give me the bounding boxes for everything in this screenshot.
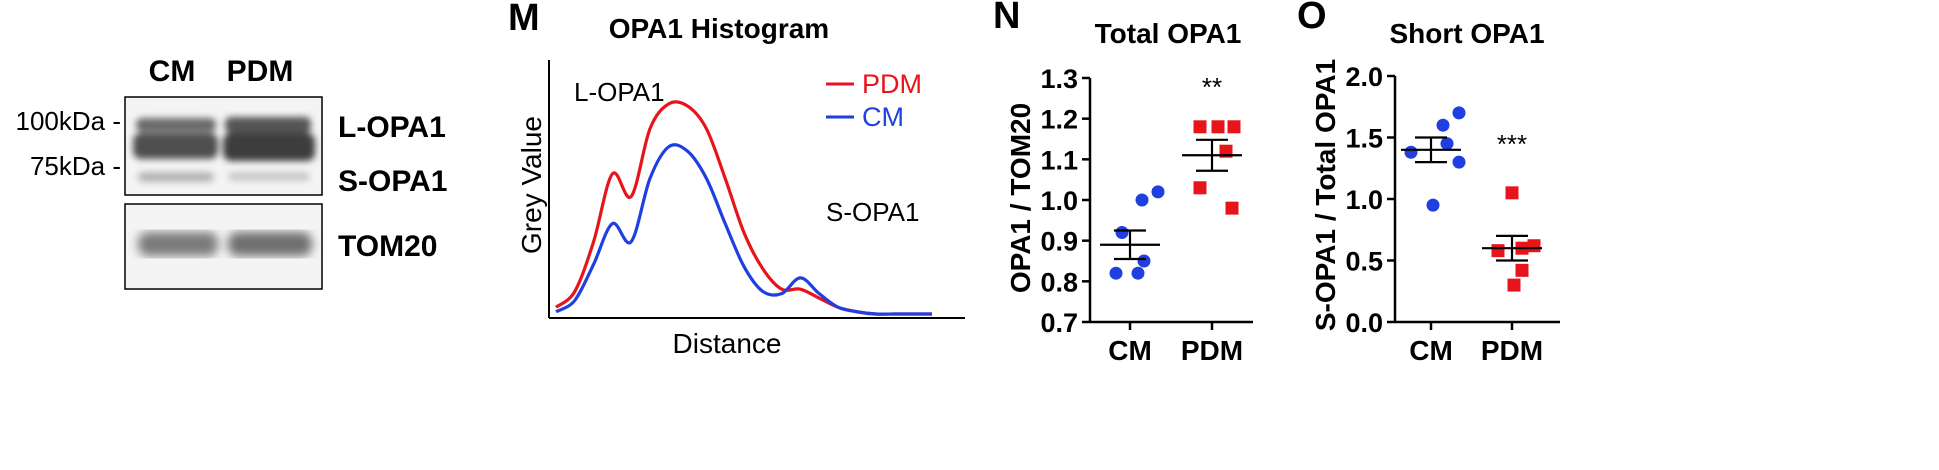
data-point-cm	[1440, 137, 1454, 151]
data-point-cm	[1452, 155, 1466, 169]
significance-marker: ***	[1497, 129, 1527, 159]
chart-title: Total OPA1	[1095, 18, 1242, 49]
data-point-pdm	[1225, 201, 1239, 215]
marker-100kda: 100kDa -	[16, 106, 122, 136]
data-point-pdm	[1491, 244, 1505, 258]
data-point-cm	[1436, 118, 1450, 132]
histogram-chart: M OPA1 Histogram Grey Value Distance L-O…	[508, 0, 965, 359]
data-point-pdm	[1527, 239, 1541, 253]
band-pdm-long	[225, 117, 311, 133]
y-axis-label: S-OPA1 / Total OPA1	[1310, 59, 1341, 331]
annotation-s-opa1: S-OPA1	[826, 197, 919, 227]
y-tick-label: 0.5	[1345, 247, 1383, 277]
data-point-pdm	[1507, 278, 1521, 292]
western-blot: CM PDM 100kDa - 75kDa - L-OPA1 S-OPA1 TO…	[16, 55, 447, 290]
marker-75kda: 75kDa -	[30, 151, 121, 181]
chart-title: OPA1 Histogram	[609, 13, 829, 44]
band-pdm-short	[228, 172, 310, 181]
band-label-tom20: TOM20	[338, 230, 437, 263]
opa1-bands	[133, 117, 315, 182]
data-point-pdm	[1515, 263, 1529, 277]
total-opa1-chart: N Total OPA1 OPA1 / TOM20 0.7 0.8 0.9 1.0 1.…	[993, 0, 1253, 366]
legend-label-pdm: PDM	[862, 69, 922, 99]
y-tick-label: 2.0	[1345, 62, 1383, 92]
data-point-pdm	[1211, 120, 1225, 134]
data-point-cm	[1404, 145, 1418, 159]
significance-marker: **	[1202, 72, 1222, 102]
y-axis-label: OPA1 / TOM20	[1005, 103, 1036, 293]
y-tick-label: 0.7	[1040, 308, 1078, 338]
annotation-l-opa1: L-OPA1	[574, 77, 665, 107]
series-lines	[554, 100, 932, 316]
data-point-cm	[1426, 198, 1440, 212]
x-tick-label: PDM	[1481, 335, 1543, 366]
data-point-cm	[1151, 185, 1165, 199]
data-point-cm	[1131, 266, 1145, 280]
y-tick-label: 1.0	[1040, 186, 1078, 216]
data-point-cm	[1109, 266, 1123, 280]
data-point-pdm	[1505, 186, 1519, 200]
y-tick-label: 1.2	[1040, 105, 1078, 135]
band-label-l-opa1: L-OPA1	[338, 111, 446, 144]
y-tick-label: 1.3	[1040, 64, 1078, 94]
lane-label-cm: CM	[149, 55, 196, 88]
x-tick-label: PDM	[1181, 335, 1243, 366]
short-opa1-chart: O Short OPA1 S-OPA1 / Total OPA1 0.0 0.5 1…	[1297, 0, 1560, 366]
panel-letter-m: M	[508, 0, 540, 39]
band-cm-tom20	[138, 232, 218, 256]
x-tick-label: CM	[1108, 335, 1152, 366]
chart-title: Short OPA1	[1389, 18, 1544, 49]
series-line-cm	[555, 143, 932, 316]
band-pdm-mid	[223, 133, 315, 161]
y-tick-label: 1.1	[1040, 145, 1078, 175]
data-point-cm	[1452, 106, 1466, 120]
x-axis-label: Distance	[673, 328, 782, 359]
y-tick-label: 0.9	[1040, 227, 1078, 257]
data-point-pdm	[1193, 120, 1207, 134]
x-tick-label: CM	[1409, 335, 1453, 366]
y-tick-label: 0.8	[1040, 267, 1078, 297]
tom20-bands	[138, 232, 312, 256]
panel-letter-n: N	[993, 0, 1020, 37]
band-cm-short	[138, 172, 214, 182]
data-point-cm	[1137, 254, 1151, 268]
y-tick-label: 1.5	[1345, 124, 1383, 154]
panel-letter-o: O	[1297, 0, 1327, 37]
data-point-pdm	[1193, 181, 1207, 195]
y-axis-label: Grey Value	[516, 116, 547, 254]
lane-label-pdm: PDM	[227, 55, 294, 88]
band-label-s-opa1: S-OPA1	[338, 165, 447, 198]
y-tick-label: 0.0	[1345, 308, 1383, 338]
band-pdm-tom20	[228, 232, 312, 256]
data-point-cm	[1135, 193, 1149, 207]
data-point-cm	[1115, 226, 1129, 240]
legend-label-cm: CM	[862, 102, 904, 132]
y-tick-label: 1.0	[1345, 185, 1383, 215]
band-cm-long	[136, 118, 216, 132]
band-cm-mid	[133, 133, 218, 159]
data-point-pdm	[1227, 120, 1241, 134]
